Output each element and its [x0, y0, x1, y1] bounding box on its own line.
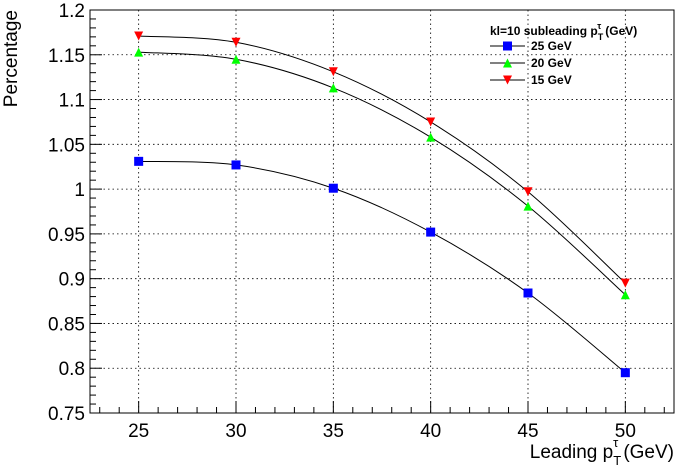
data-point-series-0 [523, 288, 533, 298]
x-axis-title-text: Leading p [530, 442, 613, 463]
x-tick-label: 35 [323, 421, 344, 442]
legend-title-subscript: T [598, 32, 604, 42]
data-point-series-0 [231, 160, 241, 170]
y-tick-label: 0.9 [59, 270, 85, 291]
axis-ticks: 25 30 35 40 45 50 0.75 0.8 0.85 0.9 0.95 1 1.05 1.1 1.… [48, 1, 665, 442]
y-tick-label: 0.85 [48, 314, 85, 335]
x-tick-label: 25 [128, 421, 149, 442]
legend-title-text: kl=10 subleading p [490, 24, 598, 38]
data-point-series-0 [328, 183, 338, 193]
series-markers [134, 31, 630, 378]
legend: kl=10 subleading pTτ (GeV) 25 GeV 20 GeV 15… [490, 21, 637, 87]
legend-marker-1 [503, 58, 512, 68]
y-axis-title: Percentage [1, 10, 22, 107]
legend-title-unit: (GeV) [605, 24, 637, 38]
data-point-series-1 [523, 201, 533, 211]
legend-label-1: 20 GeV [531, 56, 572, 70]
x-tick-label: 50 [615, 421, 636, 442]
legend-title: kl=10 subleading pTτ (GeV) [490, 21, 637, 42]
data-point-series-2 [620, 278, 630, 288]
y-tick-label: 1.2 [59, 1, 85, 22]
x-tick-label: 45 [517, 421, 538, 442]
x-tick-label: 30 [225, 421, 246, 442]
y-tick-label: 1.1 [59, 91, 85, 112]
grid [90, 9, 674, 414]
data-point-series-2 [328, 67, 338, 77]
data-point-series-2 [134, 31, 144, 41]
series-line-0 [138, 160, 626, 374]
x-axis-title-subscript: T [613, 453, 621, 468]
data-point-series-2 [426, 117, 436, 127]
legend-entries: 25 GeV 20 GeV 15 GeV [490, 39, 572, 87]
legend-label-2: 15 GeV [531, 73, 572, 87]
y-tick-label: 0.95 [48, 225, 85, 246]
x-tick-label: 40 [420, 421, 441, 442]
legend-title-superscript: τ [597, 21, 601, 31]
y-tick-label: 1 [74, 180, 85, 201]
data-point-series-1 [134, 47, 144, 57]
y-tick-label: 0.75 [48, 404, 85, 425]
data-point-series-2 [523, 187, 533, 197]
data-point-series-1 [620, 290, 630, 300]
data-point-series-0 [426, 227, 436, 237]
data-point-series-1 [328, 83, 338, 93]
y-tick-label: 1.15 [48, 46, 85, 67]
legend-marker-2 [503, 75, 512, 85]
legend-label-0: 25 GeV [531, 39, 572, 53]
series-line-1 [138, 51, 626, 296]
y-tick-label: 1.05 [48, 135, 85, 156]
plot-frame [89, 9, 675, 414]
data-point-series-0 [620, 368, 630, 378]
x-axis-title-superscript: τ [613, 435, 619, 450]
x-axis-title: Leading pTτ (GeV) [530, 435, 674, 468]
x-axis-title-unit: (GeV) [623, 442, 674, 463]
y-tick-label: 0.8 [59, 359, 85, 380]
legend-marker-0 [503, 41, 512, 51]
data-point-series-1 [426, 132, 436, 142]
data-point-series-1 [231, 54, 241, 64]
data-point-series-2 [231, 37, 241, 47]
data-point-series-0 [134, 156, 144, 166]
